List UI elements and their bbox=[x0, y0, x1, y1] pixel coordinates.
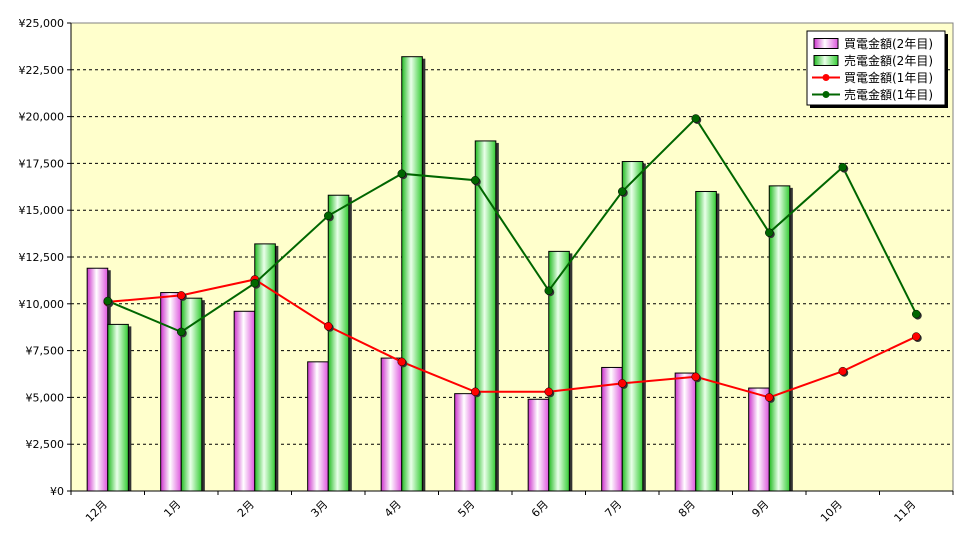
x-tick-label: 5月 bbox=[455, 498, 477, 520]
bar-buy-y2 bbox=[527, 398, 550, 492]
bar-sell-y2 bbox=[474, 140, 497, 492]
data-point-sell-y1 bbox=[544, 286, 553, 295]
legend-label: 買電金額(1年目) bbox=[844, 70, 933, 85]
y-tick-label: ¥15,000 bbox=[19, 204, 65, 217]
x-tick-label: 11月 bbox=[892, 498, 919, 525]
data-point-buy-y1 bbox=[912, 332, 921, 341]
y-tick-label: ¥0 bbox=[50, 485, 64, 498]
data-point-sell-y1 bbox=[177, 327, 186, 337]
data-point-buy-y1 bbox=[397, 357, 406, 367]
grid-lines bbox=[71, 69, 953, 445]
legend-label: 売電金額(1年目) bbox=[844, 87, 933, 102]
x-tick-label: 10月 bbox=[818, 498, 845, 525]
data-point-sell-y1 bbox=[471, 175, 480, 185]
bar-sell-y2 bbox=[401, 56, 423, 492]
x-tick-label: 1月 bbox=[161, 498, 183, 520]
x-tick-label: 4月 bbox=[382, 498, 404, 520]
bar-sell-y2 bbox=[621, 161, 644, 492]
x-tick-label: 3月 bbox=[308, 498, 330, 520]
bar-buy-y2 bbox=[748, 387, 770, 492]
y-tick-label: ¥2,500 bbox=[26, 438, 65, 451]
bar-buy-y2 bbox=[454, 393, 476, 492]
legend-swatch-marker bbox=[822, 91, 830, 98]
x-axis-ticks: 12月 1月 2月 3月 4月 5月 6月 7月 8月 9月 10月 11月 bbox=[70, 491, 954, 525]
lines bbox=[103, 114, 922, 403]
y-tick-label: ¥12,500 bbox=[19, 251, 65, 264]
series-line-buy-y1 bbox=[107, 278, 917, 399]
y-tick-label: ¥10,000 bbox=[19, 298, 65, 311]
data-point-buy-y1 bbox=[765, 393, 774, 402]
legend-swatch-bar bbox=[813, 55, 839, 66]
bar-buy-y2 bbox=[674, 372, 697, 492]
data-point-sell-y1 bbox=[691, 114, 700, 123]
data-point-sell-y1 bbox=[765, 228, 774, 237]
bar-buy-y2 bbox=[160, 292, 182, 492]
data-point-sell-y1 bbox=[912, 309, 921, 319]
bars bbox=[86, 56, 793, 492]
legend-swatch-marker bbox=[822, 74, 830, 81]
x-tick-label: 2月 bbox=[235, 498, 257, 520]
y-tick-label: ¥17,500 bbox=[19, 157, 65, 170]
legend-swatch-bar bbox=[813, 38, 839, 49]
y-axis-ticks: ¥0 ¥2,500 ¥5,000 ¥7,500 ¥10,000 ¥12,500 ¥15,00… bbox=[19, 17, 71, 498]
data-point-buy-y1 bbox=[618, 379, 627, 388]
bar-sell-y2 bbox=[695, 190, 717, 492]
series-line-sell-y1 bbox=[107, 116, 918, 334]
data-point-sell-y1 bbox=[397, 169, 406, 178]
data-point-buy-y1 bbox=[691, 372, 700, 382]
legend: 買電金額(2年目) 売電金額(2年目) 買電金額(1年目) 売電金額(1年目) bbox=[806, 30, 948, 108]
data-point-sell-y1 bbox=[324, 211, 333, 221]
legend-label: 買電金額(2年目) bbox=[844, 36, 933, 51]
data-point-sell-y1 bbox=[250, 278, 259, 288]
data-point-sell-y1 bbox=[838, 162, 847, 172]
y-tick-label: ¥22,500 bbox=[19, 64, 65, 77]
data-point-buy-y1 bbox=[324, 322, 333, 331]
x-tick-label: 9月 bbox=[749, 498, 771, 520]
bar-sell-y2 bbox=[180, 297, 203, 492]
bar-buy-y2 bbox=[380, 357, 403, 492]
y-tick-label: ¥5,000 bbox=[26, 391, 65, 404]
data-point-buy-y1 bbox=[177, 291, 186, 300]
data-point-sell-y1 bbox=[618, 187, 627, 196]
data-point-buy-y1 bbox=[838, 366, 847, 376]
x-tick-label: 8月 bbox=[676, 498, 698, 520]
bar-buy-y2 bbox=[307, 361, 329, 492]
data-point-sell-y1 bbox=[103, 296, 112, 306]
x-tick-label: 6月 bbox=[529, 498, 551, 520]
legend-label: 売電金額(2年目) bbox=[844, 53, 933, 68]
data-point-buy-y1 bbox=[471, 387, 480, 397]
bar-sell-y2 bbox=[327, 194, 350, 492]
y-tick-label: ¥25,000 bbox=[19, 17, 65, 30]
y-tick-label: ¥7,500 bbox=[26, 345, 65, 358]
bar-buy-y2 bbox=[233, 310, 256, 492]
bar-sell-y2 bbox=[107, 323, 129, 492]
x-tick-label: 12月 bbox=[83, 498, 110, 525]
x-tick-label: 7月 bbox=[602, 498, 624, 520]
y-tick-label: ¥20,000 bbox=[19, 111, 65, 124]
data-point-buy-y1 bbox=[544, 387, 553, 397]
